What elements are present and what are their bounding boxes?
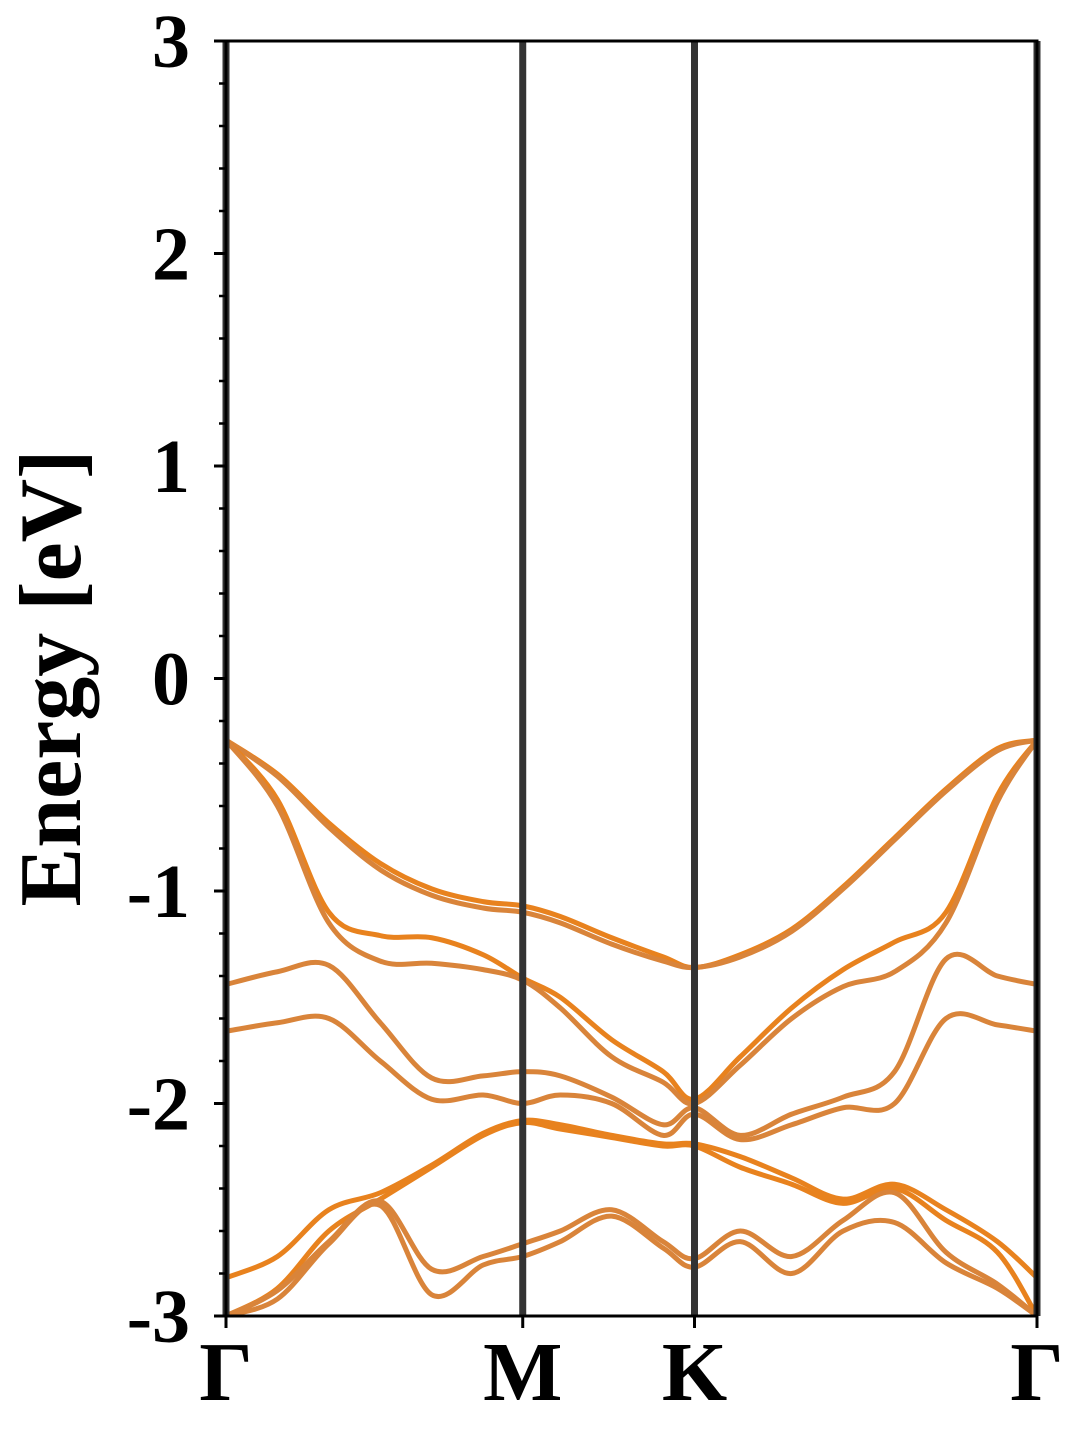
y-tick-label: 0 bbox=[152, 638, 190, 722]
band-line bbox=[226, 738, 1037, 1102]
plot-frame bbox=[224, 39, 1039, 1318]
y-tick-label: -1 bbox=[127, 850, 190, 934]
plot-area bbox=[226, 737, 1037, 1316]
y-tick-label: -3 bbox=[127, 1275, 190, 1359]
x-tick-label: Γ bbox=[199, 1326, 252, 1419]
y-tick-label: 1 bbox=[152, 425, 190, 509]
band-line bbox=[226, 1011, 1037, 1143]
x-tick-label: K bbox=[662, 1326, 727, 1419]
x-tick-label: Γ bbox=[1010, 1326, 1063, 1419]
band-line bbox=[226, 1189, 1037, 1316]
band-line bbox=[226, 738, 1037, 1107]
x-tick-label: M bbox=[483, 1326, 562, 1419]
y-axis-label: Energy [eV] bbox=[3, 450, 100, 907]
y-tick-label: 2 bbox=[152, 213, 190, 297]
y-tick-label: -2 bbox=[127, 1063, 190, 1147]
band-line bbox=[226, 1201, 1037, 1316]
band-line bbox=[226, 737, 1037, 971]
band-line bbox=[226, 951, 1037, 1138]
y-tick-label: 3 bbox=[152, 0, 190, 84]
